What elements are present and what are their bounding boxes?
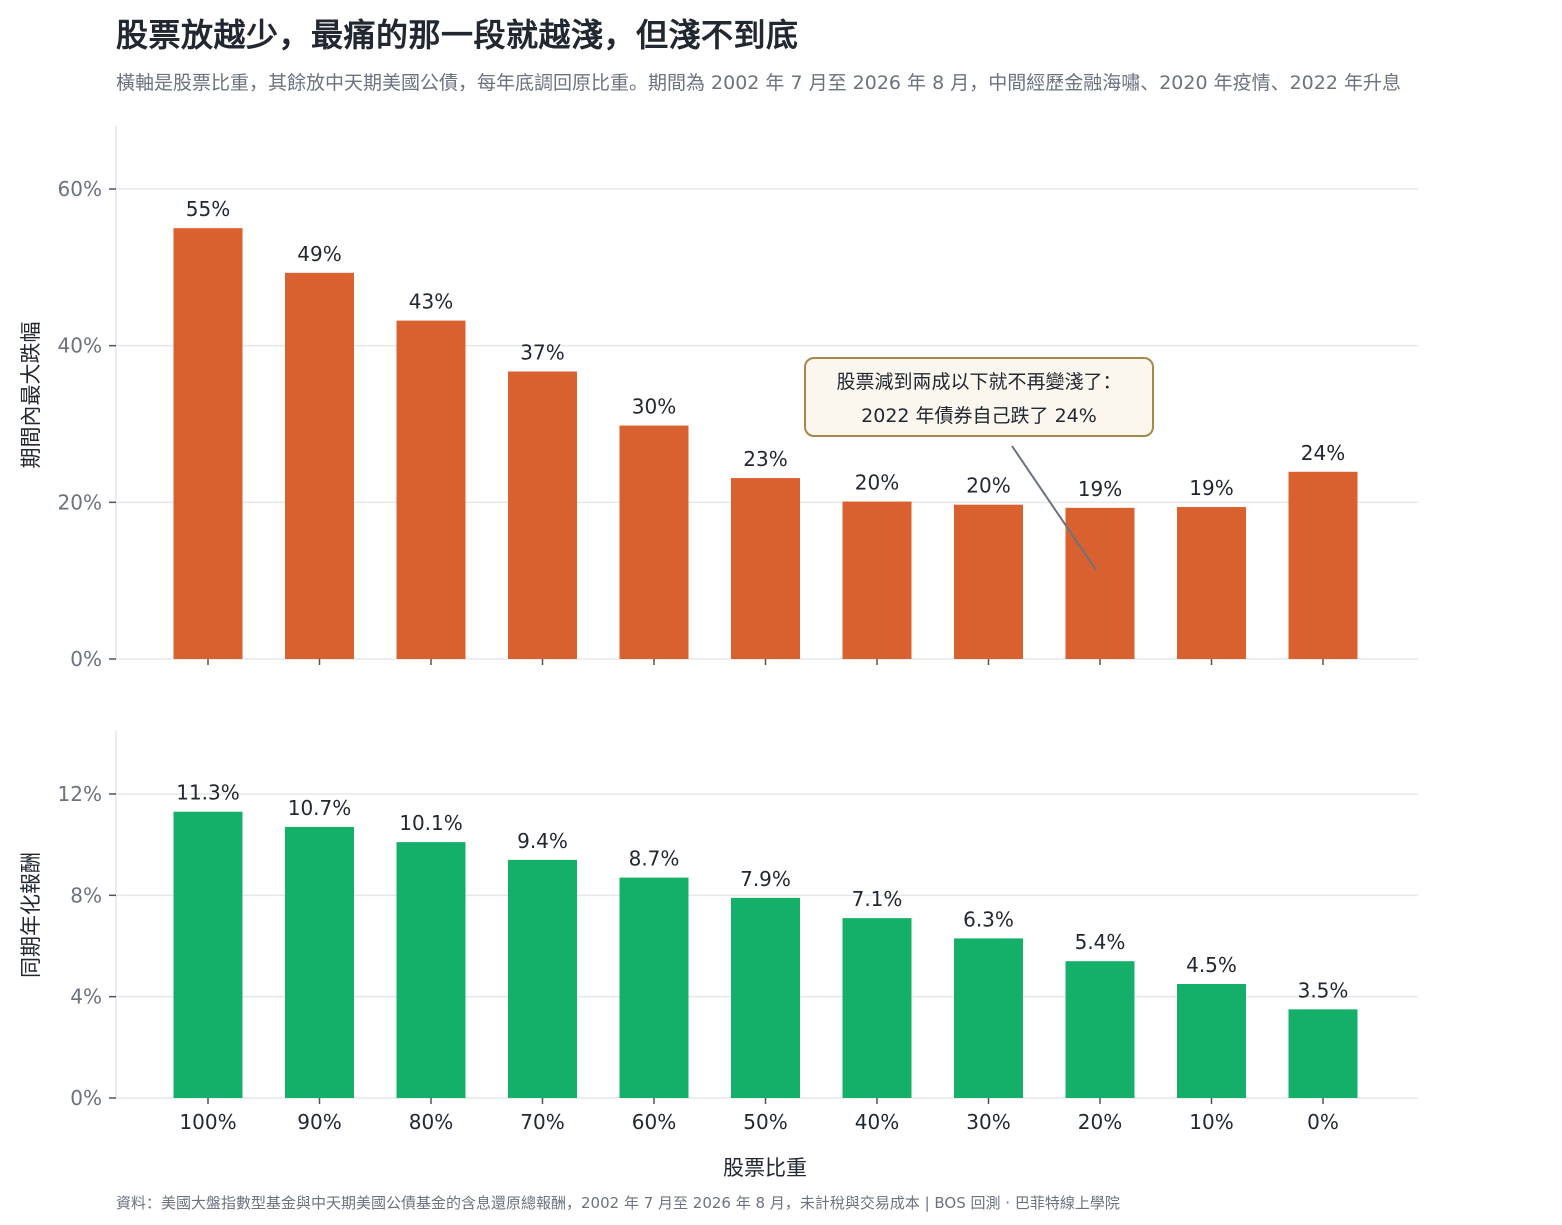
return-data-label: 11.3% <box>176 781 240 805</box>
drawdown-data-label: 49% <box>297 242 341 266</box>
return-y-tick-label: 4% <box>70 985 102 1009</box>
drawdown-y-axis-title: 期間內最大跌幅 <box>19 322 43 469</box>
annotation-box: 股票減到兩成以下就不再變淺了： 2022 年債券自己跌了 24% <box>804 357 1154 437</box>
annotation-line-2: 2022 年債券自己跌了 24% <box>861 405 1097 427</box>
x-tick-label: 60% <box>632 1110 676 1134</box>
drawdown-bar <box>1177 507 1246 659</box>
return-y-tick-label: 0% <box>70 1086 102 1110</box>
drawdown-bar <box>731 478 800 659</box>
x-tick-label: 30% <box>966 1110 1010 1134</box>
drawdown-data-label: 37% <box>520 341 564 365</box>
return-data-label: 3.5% <box>1298 978 1349 1002</box>
return-y-axis-title: 同期年化報酬 <box>19 852 43 978</box>
annotation-line-1: 股票減到兩成以下就不再變淺了： <box>836 371 1122 393</box>
x-tick-label: 90% <box>297 1110 341 1134</box>
return-y-tick-label: 8% <box>70 883 102 907</box>
drawdown-bar <box>1065 507 1135 659</box>
drawdown-bar <box>619 425 689 659</box>
return-bar <box>1177 984 1246 1098</box>
drawdown-data-label: 24% <box>1301 441 1345 465</box>
chart-title: 股票放越少，最痛的那一段就越淺，但淺不到底 <box>116 16 799 54</box>
drawdown-y-tick-label: 40% <box>58 334 102 358</box>
x-tick-label: 80% <box>409 1110 453 1134</box>
return-data-label: 9.4% <box>517 829 568 853</box>
x-tick-label: 40% <box>855 1110 899 1134</box>
return-data-label: 7.1% <box>852 887 903 911</box>
drawdown-bar <box>173 228 243 659</box>
annotation-arrow <box>1011 445 1097 571</box>
x-axis-title: 股票比重 <box>723 1156 807 1180</box>
drawdown-bar <box>1288 471 1358 659</box>
drawdown-bar <box>508 371 577 659</box>
return-data-label: 4.5% <box>1186 953 1237 977</box>
drawdown-data-label: 30% <box>632 395 676 419</box>
return-bar <box>842 918 912 1098</box>
drawdown-bar <box>954 504 1023 659</box>
x-tick-label: 20% <box>1078 1110 1122 1134</box>
drawdown-data-label: 19% <box>1189 476 1233 500</box>
x-tick-label: 10% <box>1189 1110 1233 1134</box>
return-bar <box>619 877 689 1098</box>
return-data-label: 10.7% <box>288 796 352 820</box>
drawdown-bar <box>285 272 354 659</box>
drawdown-bar <box>842 501 912 659</box>
return-bar <box>285 826 354 1098</box>
x-tick-label: 100% <box>179 1110 236 1134</box>
drawdown-data-label: 55% <box>186 197 230 221</box>
drawdown-y-tick-label: 20% <box>58 490 102 514</box>
x-tick-label: 50% <box>743 1110 787 1134</box>
return-bar <box>173 811 243 1098</box>
drawdown-data-label: 20% <box>855 471 899 495</box>
return-data-label: 6.3% <box>963 907 1014 931</box>
drawdown-data-label: 19% <box>1078 477 1122 501</box>
return-bar <box>1288 1009 1358 1098</box>
return-data-label: 10.1% <box>399 811 463 835</box>
return-bar <box>1065 961 1135 1098</box>
return-bar <box>954 938 1023 1098</box>
return-bar <box>731 897 800 1098</box>
return-bar <box>396 842 466 1098</box>
x-tick-label: 0% <box>1307 1110 1339 1134</box>
return-data-label: 7.9% <box>740 867 791 891</box>
source-note: 資料：美國大盤指數型基金與中天期美國公債基金的含息還原總報酬，2002 年 7 … <box>116 1194 1120 1212</box>
drawdown-data-label: 43% <box>409 290 453 314</box>
return-y-tick-label: 12% <box>58 782 102 806</box>
return-data-label: 5.4% <box>1075 930 1126 954</box>
drawdown-bar <box>396 320 466 659</box>
drawdown-y-tick-label: 0% <box>70 647 102 671</box>
return-bar <box>508 859 577 1098</box>
drawdown-data-label: 23% <box>743 447 787 471</box>
x-tick-label: 70% <box>520 1110 564 1134</box>
chart-subtitle: 橫軸是股票比重，其餘放中天期美國公債，每年底調回原比重。期間為 2002 年 7… <box>116 72 1401 94</box>
drawdown-data-label: 20% <box>966 474 1010 498</box>
drawdown-y-tick-label: 60% <box>58 177 102 201</box>
return-data-label: 8.7% <box>629 847 680 871</box>
